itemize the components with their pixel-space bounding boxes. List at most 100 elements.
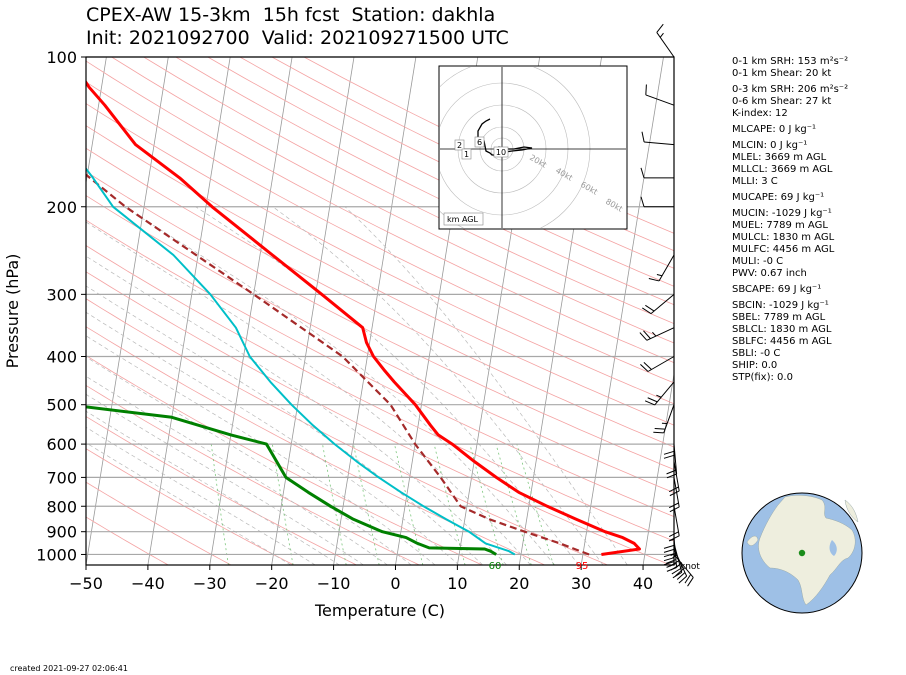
- wind-barb: [656, 23, 675, 58]
- index-line: MULI: -0 C: [732, 256, 784, 267]
- y-tick-label: 300: [46, 285, 77, 304]
- moist-adiabat: [344, 206, 628, 565]
- y-tick-label: 100: [46, 48, 77, 67]
- mixing-ratio-line: [210, 444, 229, 565]
- y-tick-label: 600: [46, 435, 77, 454]
- isotherm: [86, 57, 107, 186]
- x-tick-label: −30: [193, 574, 227, 593]
- moist-adiabat: [86, 442, 292, 565]
- created-timestamp: created 2021-09-27 02:06:41: [10, 664, 128, 673]
- moist-adiabat: [86, 311, 460, 565]
- index-line: MULFC: 4456 m AGL: [732, 244, 835, 255]
- moist-adiabat: [86, 393, 364, 565]
- wind-barb: [648, 254, 675, 282]
- dry-adiabat: [86, 81, 674, 384]
- index-line: MUCAPE: 69 J kg⁻¹: [732, 192, 825, 203]
- dry-adiabat: [86, 355, 483, 565]
- x-tick-label: −20: [255, 574, 289, 593]
- wind-barb: [639, 327, 675, 341]
- index-line: MLCAPE: 0 J kg⁻¹: [732, 124, 817, 135]
- dry-adiabat: [86, 271, 671, 565]
- dry-adiabat: [86, 481, 232, 565]
- hodograph-height-label: 10: [496, 148, 506, 157]
- y-tick-label: 400: [46, 348, 77, 367]
- mixing-ratio-line: [394, 444, 424, 565]
- dry-adiabat: [86, 125, 674, 426]
- index-line: MUCIN: -1029 J kg⁻¹: [732, 208, 832, 219]
- wind-barb: [663, 519, 675, 553]
- moist-adiabat: [272, 206, 604, 565]
- wind-barb: [653, 404, 675, 434]
- wind-barb: [642, 293, 675, 315]
- index-line: MLLCL: 3669 m AGL: [732, 164, 833, 175]
- index-line: SBCAPE: 69 J kg⁻¹: [732, 284, 822, 295]
- index-line: MLCIN: 0 J kg⁻¹: [732, 140, 808, 151]
- x-tick-label: 10: [447, 574, 467, 593]
- index-line: SBLFC: 4456 m AGL: [732, 336, 832, 347]
- y-tick-label: 900: [46, 523, 77, 542]
- x-tick-label: −40: [131, 574, 165, 593]
- isotherm: [86, 57, 169, 565]
- dry-adiabat: [86, 103, 674, 405]
- wind-barb: [673, 554, 694, 587]
- wind-barb: [668, 461, 680, 497]
- hodograph-height-label: 6: [477, 138, 482, 147]
- dry-adiabat: [86, 195, 674, 494]
- index-line: SHIP: 0.0: [732, 360, 778, 371]
- stability-indices-panel: 0-1 km SRH: 153 m²s⁻² 0-1 km Shear: 20 kt…: [732, 56, 904, 384]
- index-line: MUEL: 7789 m AGL: [732, 220, 828, 231]
- isotherm: [147, 57, 231, 565]
- dry-adiabat: [175, 57, 674, 306]
- wind-barb: [640, 167, 674, 179]
- index-line: PWV: 0.67 inch: [732, 268, 807, 279]
- mixing-ratio-line: [516, 443, 554, 565]
- temperature-profile: [86, 79, 641, 556]
- index-line: MULCL: 1830 m AGL: [732, 232, 835, 243]
- y-tick-label: 800: [46, 497, 77, 516]
- dry-adiabat: [86, 245, 674, 542]
- index-line: SBLI: -0 C: [732, 348, 781, 359]
- wind-barb: [668, 506, 680, 541]
- isotherm: [271, 57, 355, 565]
- y-axis-label: Pressure (hPa): [3, 254, 22, 369]
- plot-frame: [85, 56, 675, 566]
- moist-adiabat: [86, 255, 507, 565]
- index-line: 0-3 km SRH: 206 m²s⁻²: [732, 84, 849, 95]
- index-line: 0-6 km Shear: 27 kt: [732, 96, 832, 107]
- moist-adiabat: [86, 410, 340, 565]
- dry-adiabat: [86, 516, 169, 565]
- station-location-marker: [798, 549, 806, 557]
- parcel-profile: [86, 173, 590, 556]
- wind-barb: [640, 356, 675, 372]
- index-line: SBLCL: 1830 m AGL: [732, 324, 832, 335]
- wind-barb: [641, 131, 675, 146]
- x-tick-label: 40: [633, 574, 653, 593]
- mixing-ratio-line: [272, 444, 294, 565]
- dry-adiabat: [111, 57, 674, 344]
- wind-barb: [644, 381, 675, 406]
- x-tick-label: 0: [390, 574, 400, 593]
- wind-barb: [640, 196, 674, 208]
- hodograph-legend: km AGL: [447, 215, 479, 224]
- dry-adiabat: [143, 57, 674, 325]
- mixing-ratio-line: [469, 443, 504, 565]
- isotherm: [209, 57, 293, 565]
- index-line: 0-1 km Shear: 20 kt: [732, 68, 832, 79]
- index-line: 0-1 km SRH: 153 m²s⁻²: [732, 56, 849, 67]
- moist-adiabat: [86, 285, 483, 565]
- dry-adiabat: [86, 384, 420, 565]
- dry-adiabat: [86, 448, 294, 565]
- globe-locator-map: [741, 492, 863, 614]
- x-axis-label: Temperature (C): [314, 601, 445, 620]
- dry-adiabat: [86, 219, 674, 518]
- x-tick-label: 30: [571, 574, 591, 593]
- index-line: SBEL: 7789 m AGL: [732, 312, 826, 323]
- dry-adiabat: [86, 298, 608, 565]
- mixing-ratio-line: [495, 443, 532, 565]
- surface-dewpoint-label: 60: [489, 561, 502, 572]
- chart-title: CPEX-AW 15-3km 15h fcst Station: dakhla: [86, 4, 496, 26]
- barb-units-label: knot: [680, 562, 700, 572]
- chart-subtitle: Init: 2021092700 Valid: 2021092715​00 UT…: [86, 27, 509, 49]
